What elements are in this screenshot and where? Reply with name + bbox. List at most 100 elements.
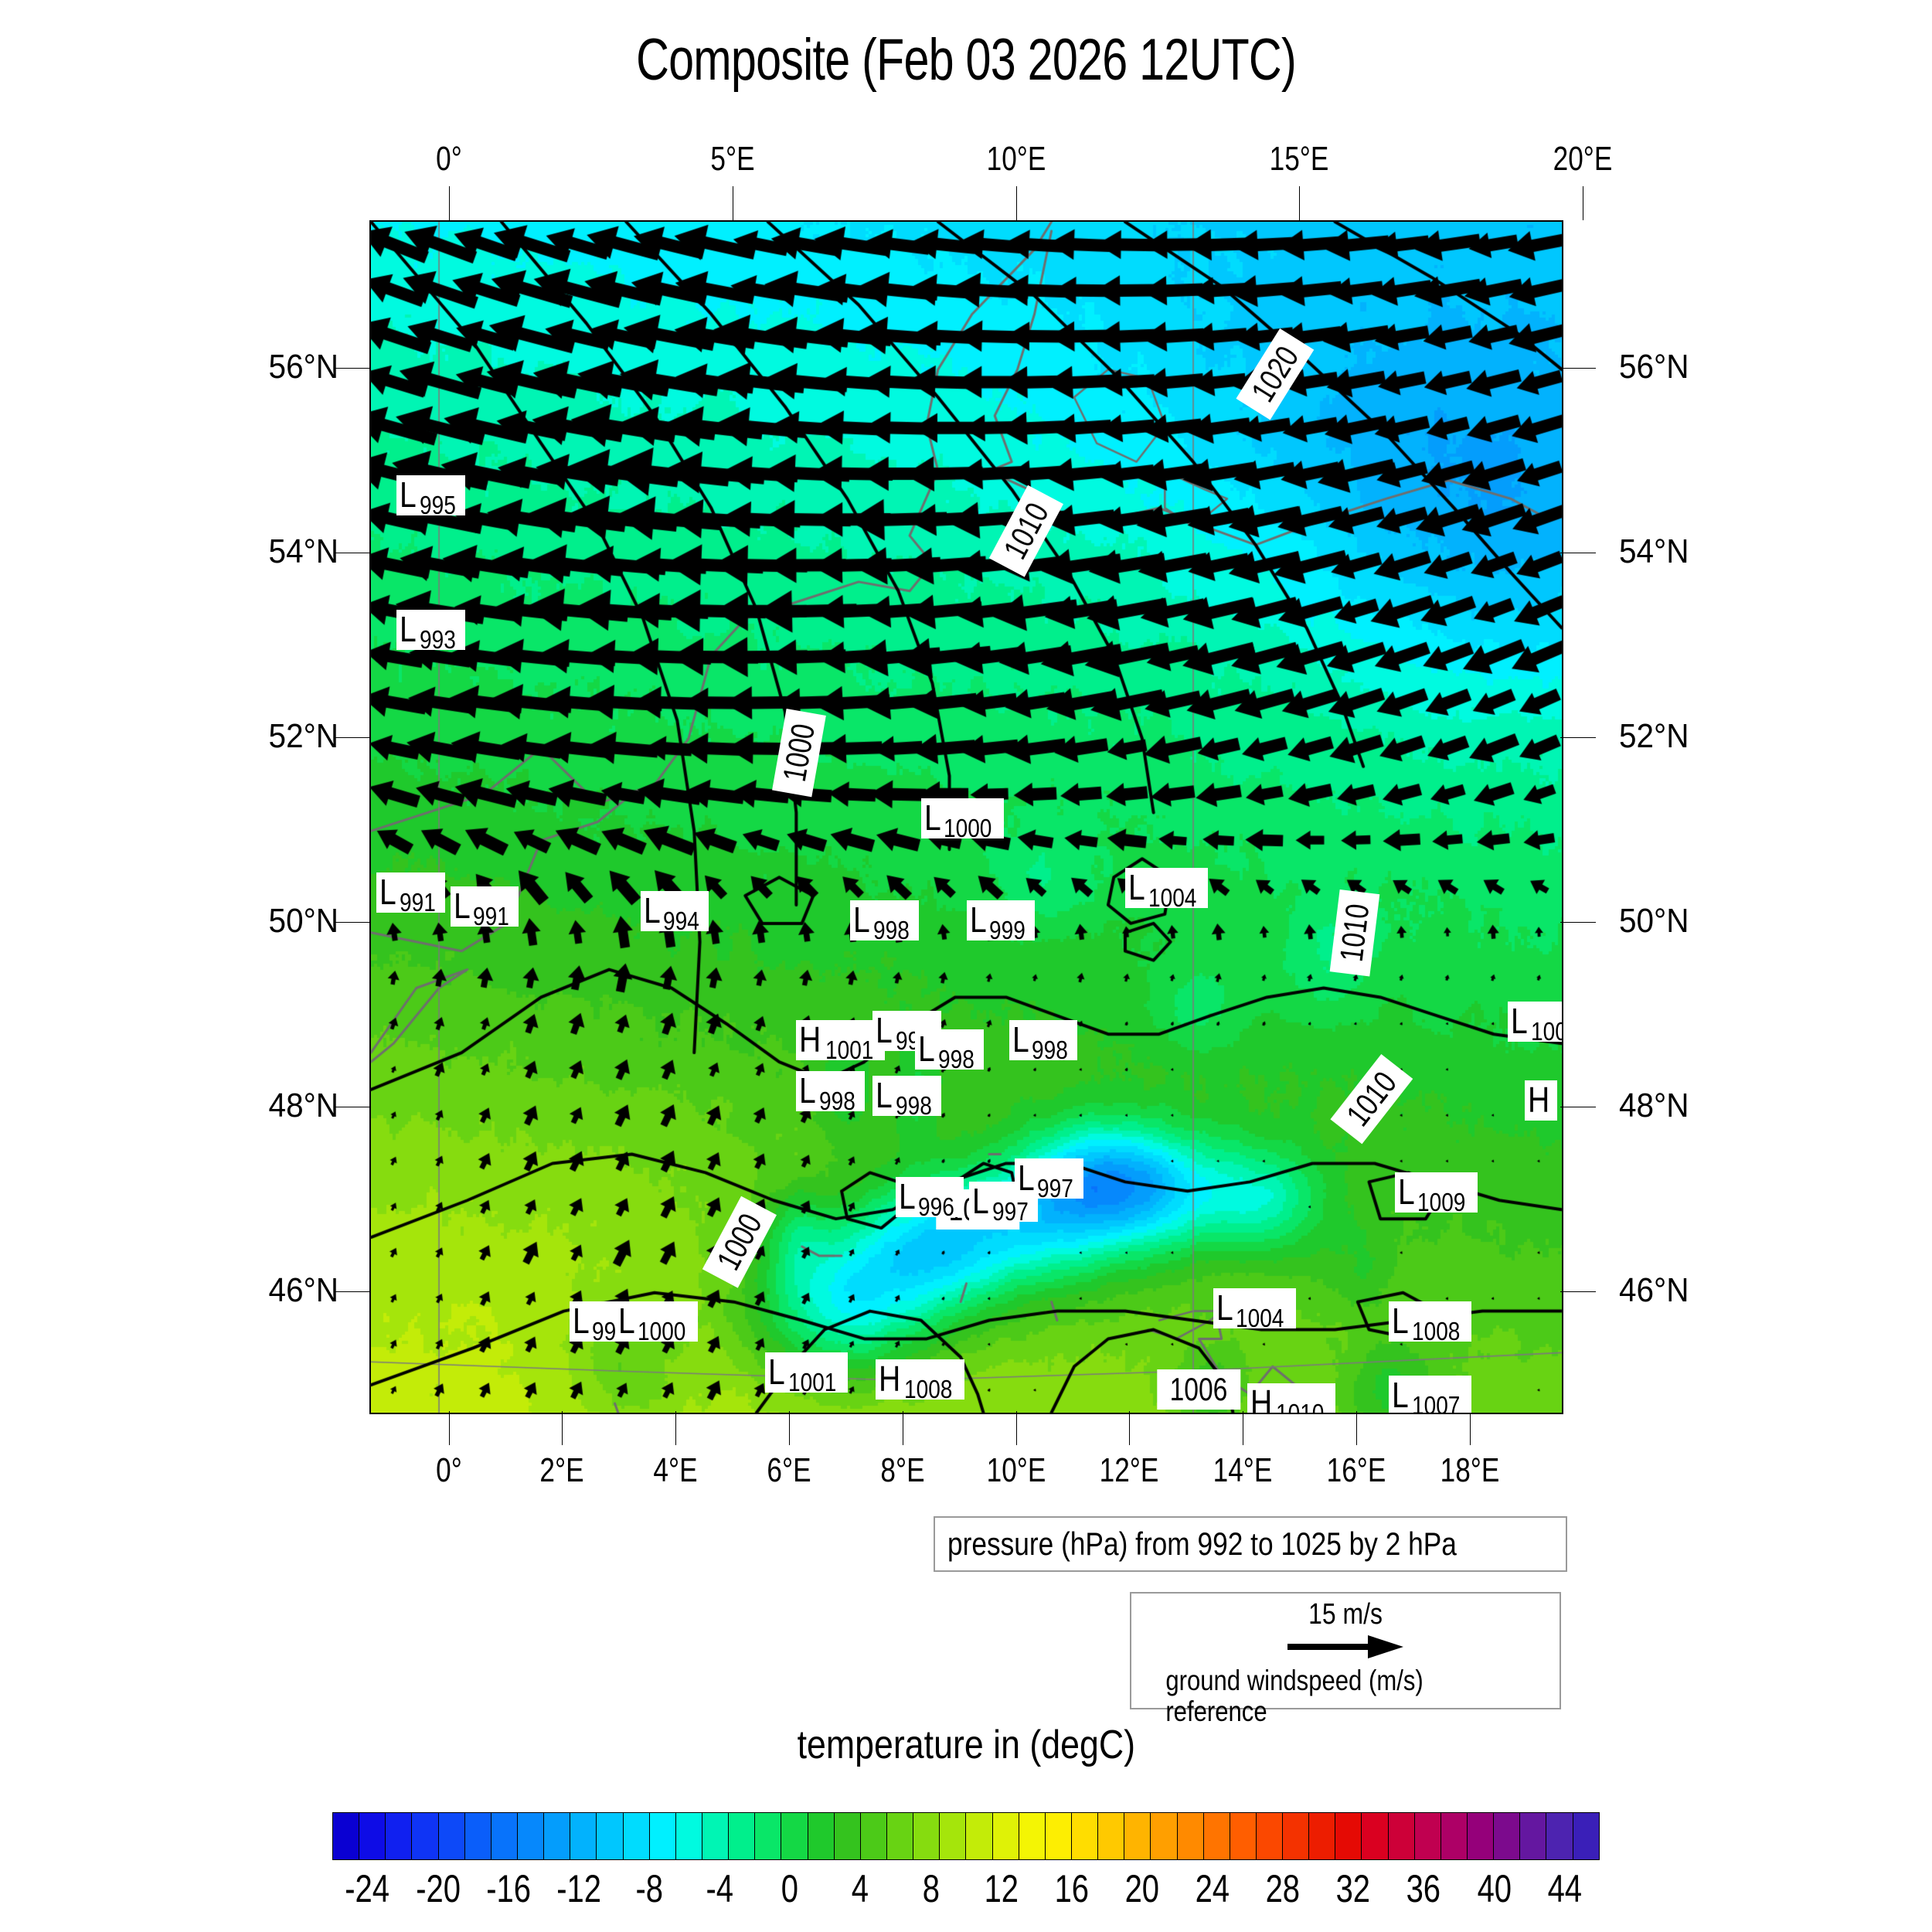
tick-top-3: [1299, 186, 1301, 220]
colorbar-tick-36: 36: [1406, 1867, 1441, 1910]
colorbar-swatch-3: [412, 1813, 439, 1859]
colorbar-swatch-41: [1414, 1813, 1441, 1859]
colorbar-swatch-35: [1256, 1813, 1284, 1859]
colorbar-tick--16: -16: [485, 1867, 531, 1910]
colorbar-tick--24: -24: [345, 1867, 390, 1910]
colorbar-tick--12: -12: [556, 1867, 601, 1910]
pressure-marker-l-1004: L 1004: [1124, 867, 1208, 913]
colorbar-tick-4: 4: [852, 1867, 869, 1910]
tick-top-0: [448, 186, 450, 220]
colorbar-swatch-34: [1230, 1813, 1257, 1859]
tick-right-3: [1560, 921, 1596, 923]
colorbar-swatch-17: [781, 1813, 808, 1859]
colorbar-swatch-33: [1203, 1813, 1230, 1859]
pressure-marker-l-996: L 996: [895, 1176, 964, 1219]
colorbar-swatch-12: [649, 1813, 676, 1859]
colorbar-tick-24: 24: [1195, 1867, 1230, 1910]
pressure-marker-l-998: L 998: [915, 1029, 985, 1072]
colorbar-tick--4: -4: [706, 1867, 733, 1910]
tick-bottom-6: [1129, 1411, 1131, 1445]
colorbar-swatch-18: [808, 1813, 835, 1859]
colorbar-tick-0: 0: [781, 1867, 799, 1910]
tick-bottom-2: [675, 1411, 677, 1445]
tick-bottom-1: [562, 1411, 563, 1445]
colorbar-swatch-9: [570, 1813, 597, 1859]
contour-label-text: 1010: [1332, 901, 1376, 964]
colorbar-swatch-7: [517, 1813, 545, 1859]
axis-label-top-1: 5°E: [710, 140, 755, 178]
pressure-marker-kind: L: [453, 885, 471, 926]
pressure-marker-l-1009: L 1009: [1394, 1172, 1478, 1217]
tick-bottom-9: [1469, 1411, 1471, 1445]
colorbar-tick--20: -20: [415, 1867, 461, 1910]
pressure-marker-value: 995: [419, 491, 456, 520]
pressure-marker-l-995: L 995: [396, 474, 465, 520]
right-arrow-icon: [1287, 1634, 1403, 1664]
colorbar-title-text: temperature in (degC): [797, 1723, 1135, 1767]
pressure-marker-value: 998: [1032, 1036, 1068, 1065]
pressure-marker-kind: L: [1128, 867, 1145, 908]
pressure-marker-kind: L: [898, 1176, 916, 1217]
axis-label-right-4: 48°N: [1619, 1086, 1689, 1124]
pressure-marker-kind: L: [876, 1010, 893, 1051]
axis-label-bottom-0: 0°: [435, 1451, 462, 1489]
colorbar-swatch-32: [1177, 1813, 1204, 1859]
pressure-marker-kind: H: [1528, 1079, 1550, 1120]
pressure-marker-kind: L: [1017, 1158, 1035, 1199]
colorbar-swatch-8: [544, 1813, 571, 1859]
colorbar-swatch-46: [1546, 1813, 1573, 1859]
tick-bottom-3: [789, 1411, 791, 1445]
pressure-marker-kind: L: [617, 1301, 635, 1342]
pressure-legend-text: pressure (hPa) from 992 to 1025 by 2 hPa: [947, 1526, 1457, 1562]
tick-bottom-5: [1015, 1411, 1017, 1445]
pressure-marker-l-1004: L 1004: [1213, 1287, 1296, 1331]
axis-label-bottom-2: 4°E: [653, 1451, 698, 1489]
pressure-marker-l-1001: L 1001: [764, 1352, 848, 1395]
colorbar-swatch-43: [1468, 1813, 1495, 1859]
colorbar-tick-28: 28: [1265, 1867, 1301, 1910]
colorbar-tick-40: 40: [1477, 1867, 1512, 1910]
pressure-marker-l-999: L 999: [966, 900, 1036, 943]
axis-label-top-3: 15°E: [1270, 140, 1329, 178]
pressure-marker-value: 993: [419, 624, 456, 654]
tick-bottom-0: [448, 1411, 450, 1445]
colorbar-swatch-11: [623, 1813, 650, 1859]
colorbar-swatch-16: [755, 1813, 782, 1859]
tick-left-0: [334, 368, 369, 369]
map-plot-area[interactable]: L 995 L 993 L 991 L 991 L 994 L 1000 L 998 L 999 L 1004 L 1…: [369, 220, 1563, 1414]
pressure-marker-l-1000: L 1000: [920, 798, 1004, 841]
tick-right-0: [1560, 368, 1596, 369]
axis-label-bottom-4: 8°E: [880, 1451, 925, 1489]
colorbar-swatch-39: [1362, 1813, 1389, 1859]
pressure-marker-kind: L: [923, 798, 941, 838]
colorbar-tick-32: 32: [1335, 1867, 1371, 1910]
pressure-marker-l-1000: L 1000: [614, 1301, 698, 1346]
colorbar-swatch-5: [464, 1813, 492, 1859]
wind-reference-caption: ground windspeed (m/s) reference: [1165, 1665, 1423, 1727]
pressure-marker-kind: H: [879, 1358, 901, 1399]
axis-label-left-2: 52°N: [268, 716, 338, 755]
colorbar-title: temperature in (degC): [0, 1722, 1932, 1768]
pressure-marker-kind: L: [400, 474, 417, 515]
colorbar-tick-16: 16: [1054, 1867, 1089, 1910]
pressure-legend-box: pressure (hPa) from 992 to 1025 by 2 hPa: [934, 1516, 1568, 1572]
colorbar-swatch-0: [333, 1813, 360, 1859]
pressure-marker-kind: L: [1392, 1375, 1409, 1414]
pressure-marker-value: 1000: [638, 1317, 686, 1346]
colorbar-swatch-28: [1071, 1813, 1099, 1859]
colorbar-swatch-20: [860, 1813, 887, 1859]
colorbar-swatch-31: [1151, 1813, 1178, 1859]
pressure-marker-value: 998: [872, 915, 910, 944]
pressure-marker-value: 1009: [1417, 1188, 1466, 1217]
axis-label-right-0: 56°N: [1619, 348, 1689, 386]
tick-left-3: [334, 921, 369, 923]
axis-label-top-4: 20°E: [1553, 140, 1613, 178]
colorbar-swatch-29: [1098, 1813, 1125, 1859]
pressure-marker-kind: L: [918, 1029, 936, 1070]
pressure-marker-value: 1004: [1148, 883, 1196, 913]
pressure-marker-kind: L: [1216, 1287, 1233, 1328]
axis-label-bottom-5: 10°E: [986, 1451, 1046, 1489]
contour-label-text: 1006: [1169, 1371, 1228, 1408]
colorbar-tick-8: 8: [922, 1867, 940, 1910]
axis-label-right-3: 50°N: [1619, 901, 1689, 940]
